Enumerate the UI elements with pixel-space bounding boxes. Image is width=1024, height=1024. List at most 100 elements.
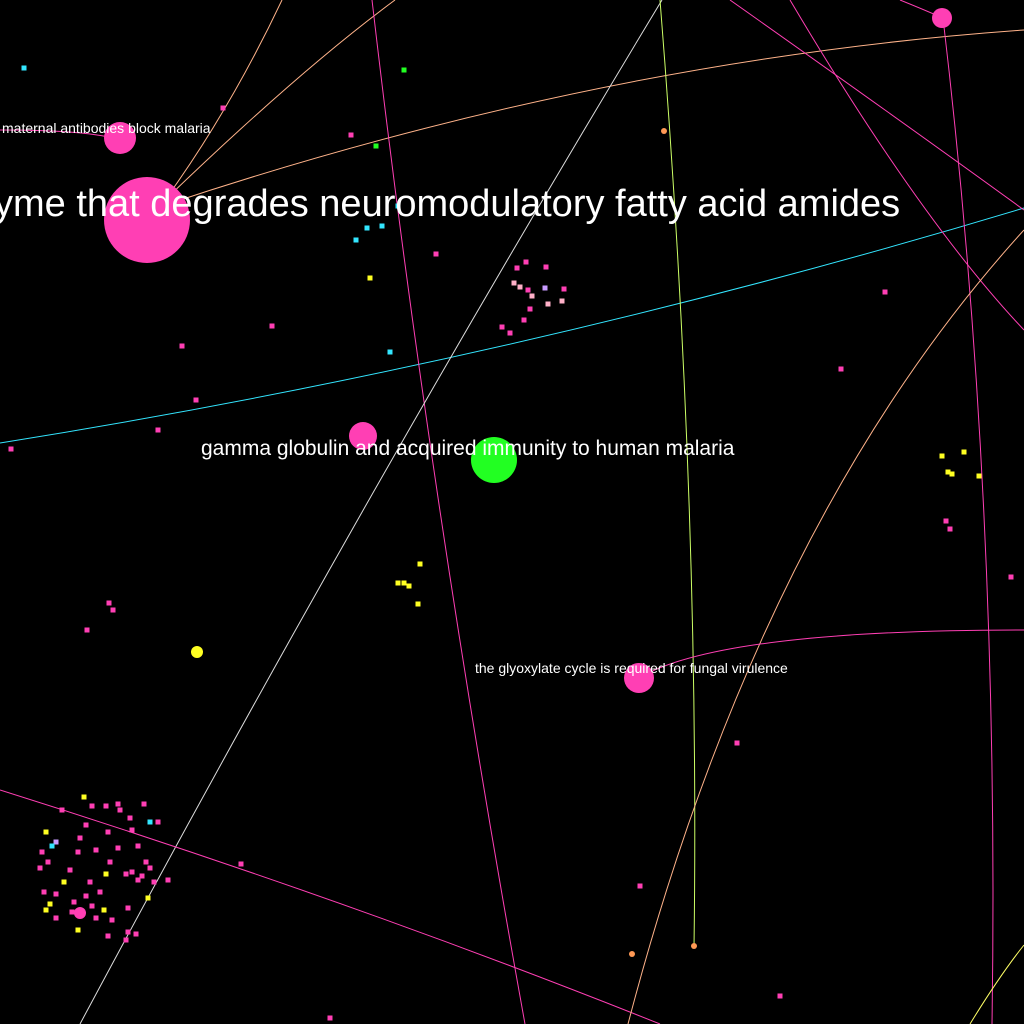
small-node[interactable] bbox=[514, 265, 520, 271]
small-node[interactable] bbox=[43, 829, 49, 835]
small-node[interactable] bbox=[87, 879, 93, 885]
small-node[interactable] bbox=[373, 143, 379, 149]
small-node[interactable] bbox=[395, 580, 401, 586]
small-node[interactable] bbox=[364, 225, 370, 231]
small-node[interactable] bbox=[97, 889, 103, 895]
small-node[interactable] bbox=[395, 203, 401, 209]
small-node[interactable] bbox=[101, 907, 107, 913]
small-node[interactable] bbox=[49, 843, 55, 849]
small-node[interactable] bbox=[499, 324, 505, 330]
small-node[interactable] bbox=[401, 580, 407, 586]
small-node[interactable] bbox=[103, 803, 109, 809]
small-node[interactable] bbox=[543, 264, 549, 270]
small-node[interactable] bbox=[417, 561, 423, 567]
small-node[interactable] bbox=[117, 807, 123, 813]
node[interactable] bbox=[629, 951, 635, 957]
small-node[interactable] bbox=[939, 453, 945, 459]
small-node[interactable] bbox=[39, 849, 45, 855]
small-node[interactable] bbox=[69, 909, 75, 915]
small-node[interactable] bbox=[45, 859, 51, 865]
small-node[interactable] bbox=[143, 859, 149, 865]
small-node[interactable] bbox=[147, 865, 153, 871]
small-node[interactable] bbox=[145, 895, 151, 901]
node-maternal-antibodies[interactable] bbox=[104, 122, 136, 154]
small-node[interactable] bbox=[129, 827, 135, 833]
small-node[interactable] bbox=[37, 865, 43, 871]
small-node[interactable] bbox=[238, 861, 244, 867]
small-node[interactable] bbox=[353, 237, 359, 243]
node[interactable] bbox=[191, 646, 203, 658]
small-node[interactable] bbox=[105, 829, 111, 835]
small-node[interactable] bbox=[115, 801, 121, 807]
small-node[interactable] bbox=[53, 915, 59, 921]
small-node[interactable] bbox=[147, 819, 153, 825]
small-node[interactable] bbox=[53, 891, 59, 897]
small-node[interactable] bbox=[945, 469, 951, 475]
node-faah[interactable] bbox=[104, 177, 190, 263]
small-node[interactable] bbox=[406, 583, 412, 589]
small-node[interactable] bbox=[123, 871, 129, 877]
small-node[interactable] bbox=[433, 251, 439, 257]
small-node[interactable] bbox=[41, 889, 47, 895]
small-node[interactable] bbox=[348, 132, 354, 138]
node[interactable] bbox=[932, 8, 952, 28]
small-node[interactable] bbox=[71, 899, 77, 905]
small-node[interactable] bbox=[59, 807, 65, 813]
small-node[interactable] bbox=[135, 877, 141, 883]
small-node[interactable] bbox=[882, 289, 888, 295]
small-node[interactable] bbox=[165, 877, 171, 883]
small-node[interactable] bbox=[83, 893, 89, 899]
small-node[interactable] bbox=[529, 293, 535, 299]
small-node[interactable] bbox=[401, 67, 407, 73]
small-node[interactable] bbox=[943, 518, 949, 524]
small-node[interactable] bbox=[367, 275, 373, 281]
small-node[interactable] bbox=[127, 815, 133, 821]
node-gamma-globulin[interactable] bbox=[471, 437, 517, 483]
small-node[interactable] bbox=[75, 927, 81, 933]
small-node[interactable] bbox=[525, 287, 531, 293]
small-node[interactable] bbox=[83, 822, 89, 828]
small-node[interactable] bbox=[93, 847, 99, 853]
small-node[interactable] bbox=[155, 427, 161, 433]
small-node[interactable] bbox=[507, 330, 513, 336]
small-node[interactable] bbox=[559, 298, 565, 304]
small-node[interactable] bbox=[379, 223, 385, 229]
small-node[interactable] bbox=[8, 446, 14, 452]
small-node[interactable] bbox=[47, 901, 53, 907]
small-node[interactable] bbox=[103, 871, 109, 877]
small-node[interactable] bbox=[129, 869, 135, 875]
small-node[interactable] bbox=[179, 343, 185, 349]
small-node[interactable] bbox=[106, 600, 112, 606]
small-node[interactable] bbox=[193, 397, 199, 403]
small-node[interactable] bbox=[115, 845, 121, 851]
small-node[interactable] bbox=[947, 526, 953, 532]
small-node[interactable] bbox=[517, 284, 523, 290]
small-node[interactable] bbox=[93, 915, 99, 921]
small-node[interactable] bbox=[777, 993, 783, 999]
small-node[interactable] bbox=[327, 1015, 333, 1021]
small-node[interactable] bbox=[110, 607, 116, 613]
small-node[interactable] bbox=[1008, 574, 1014, 580]
small-node[interactable] bbox=[151, 879, 157, 885]
small-node[interactable] bbox=[545, 301, 551, 307]
small-node[interactable] bbox=[77, 835, 83, 841]
small-node[interactable] bbox=[135, 843, 141, 849]
small-node[interactable] bbox=[269, 323, 275, 329]
small-node[interactable] bbox=[109, 917, 115, 923]
small-node[interactable] bbox=[89, 903, 95, 909]
small-node[interactable] bbox=[84, 627, 90, 633]
small-node[interactable] bbox=[75, 849, 81, 855]
small-node[interactable] bbox=[527, 306, 533, 312]
small-node[interactable] bbox=[61, 879, 67, 885]
small-node[interactable] bbox=[89, 803, 95, 809]
node[interactable] bbox=[691, 943, 697, 949]
small-node[interactable] bbox=[43, 907, 49, 913]
small-node[interactable] bbox=[415, 601, 421, 607]
small-node[interactable] bbox=[81, 794, 87, 800]
node[interactable] bbox=[349, 422, 377, 450]
small-node[interactable] bbox=[155, 819, 161, 825]
small-node[interactable] bbox=[949, 471, 955, 477]
small-node[interactable] bbox=[521, 317, 527, 323]
small-node[interactable] bbox=[125, 929, 131, 935]
